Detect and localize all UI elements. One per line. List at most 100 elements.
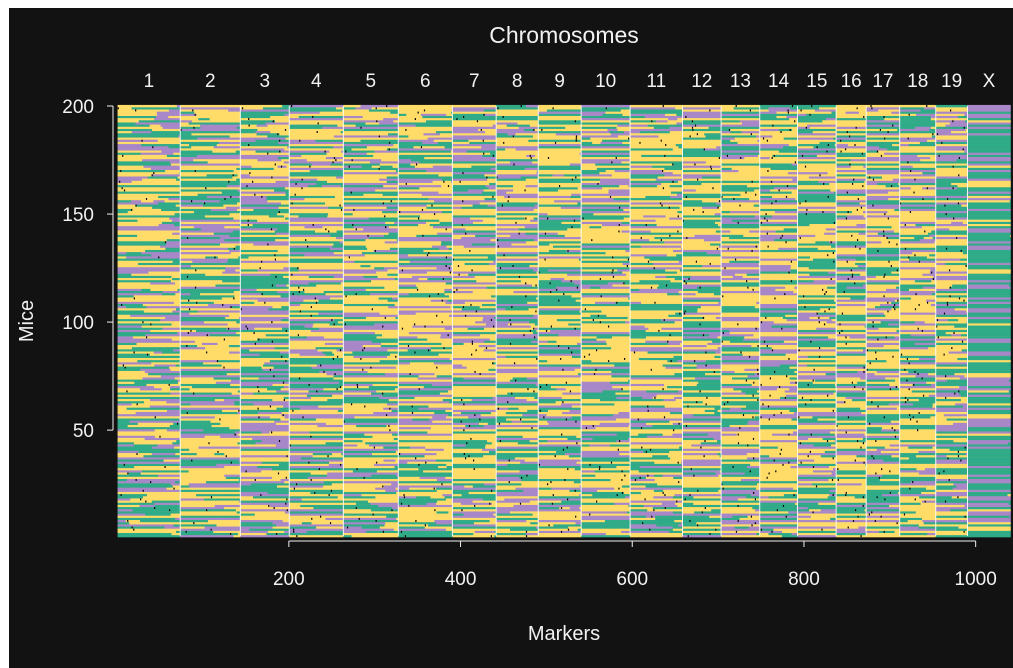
genotype-segment [323,480,344,484]
genotype-segment [581,152,631,155]
genotype-segment [382,290,399,294]
missing-genotype-mark [409,372,411,376]
genotype-segment [180,433,238,436]
genotype-segment [538,297,582,300]
genotype-segment [200,228,241,231]
genotype-segment [538,154,566,158]
missing-genotype-mark [574,327,576,330]
genotype-segment [117,221,163,224]
genotype-segment [647,351,662,354]
genotype-segment [535,383,539,387]
genotype-segment [496,113,527,116]
genotype-segment [219,199,230,203]
genotype-segment [581,437,593,441]
genotype-segment [398,521,437,525]
genotype-segment [452,383,497,387]
genotype-segment [646,435,678,438]
missing-genotype-mark [270,228,273,231]
genotype-segment [531,340,539,343]
missing-genotype-mark [536,357,538,360]
genotype-segment [134,476,149,479]
genotype-segment [554,199,582,203]
missing-genotype-mark [310,314,312,317]
genotype-segment [395,243,399,246]
genotype-segment [289,212,329,216]
genotype-segment [117,148,180,151]
missing-genotype-mark [247,223,249,226]
genotype-segment [289,193,344,196]
genotype-segment [289,254,305,257]
genotype-segment [152,158,168,162]
genotype-segment [281,327,290,330]
genotype-segment [289,133,327,136]
genotype-segment [180,491,209,495]
genotype-segment [599,398,631,402]
genotype-segment [612,426,631,430]
genotype-segment [608,141,623,145]
genotype-segment [171,219,181,222]
genotype-segment [650,398,664,402]
genotype-segment [476,308,497,311]
genotype-segment [590,286,601,289]
genotype-segment [139,182,181,186]
genotype-segment [140,387,162,391]
genotype-segment [180,422,195,425]
genotype-segment [388,232,399,235]
genotype-segment [538,236,582,240]
genotype-segment [226,327,241,330]
genotype-segment [379,163,397,166]
missing-genotype-mark [573,219,576,222]
genotype-segment [166,429,178,432]
genotype-segment [289,301,309,304]
genotype-segment [398,431,428,434]
genotype-segment [581,148,617,151]
genotype-segment [552,511,582,514]
genotype-segment [384,524,399,527]
genotype-segment [452,483,485,486]
genotype-segment [489,338,497,341]
genotype-segment [325,517,344,521]
genotype-segment [510,282,539,285]
genotype-segment [398,446,411,449]
genotype-segment [452,435,497,438]
genotype-segment [283,254,290,257]
genotype-segment [430,496,445,499]
missing-genotype-mark [627,258,630,261]
genotype-segment [398,161,420,164]
genotype-segment [117,394,172,397]
genotype-segment [261,439,290,443]
missing-genotype-mark [441,483,443,486]
genotype-segment [261,461,290,464]
genotype-segment [581,411,619,415]
genotype-segment [581,109,622,112]
genotype-segment [209,333,241,337]
missing-genotype-mark [382,325,384,328]
genotype-segment [240,331,276,335]
genotype-segment [240,310,290,313]
genotype-segment [581,450,631,454]
genotype-segment [200,124,241,127]
genotype-segment [384,286,399,289]
genotype-segment [160,297,181,300]
genotype-segment [475,321,497,324]
genotype-segment [630,442,683,445]
missing-genotype-mark [391,508,393,512]
genotype-segment [452,156,497,160]
genotype-segment [610,193,631,196]
genotype-segment [496,219,531,222]
missing-genotype-mark [596,500,598,503]
genotype-segment [343,245,367,248]
genotype-segment [376,336,399,339]
genotype-segment [526,377,539,380]
genotype-segment [327,316,344,320]
genotype-segment [630,437,653,441]
genotype-segment [474,530,495,533]
genotype-segment [630,327,649,330]
genotype-segment [343,189,359,192]
genotype-segment [117,176,149,179]
genotype-segment [525,232,539,235]
genotype-segment [577,128,582,132]
genotype-segment [538,117,582,121]
genotype-segment [538,392,563,395]
genotype-segment [240,398,273,402]
